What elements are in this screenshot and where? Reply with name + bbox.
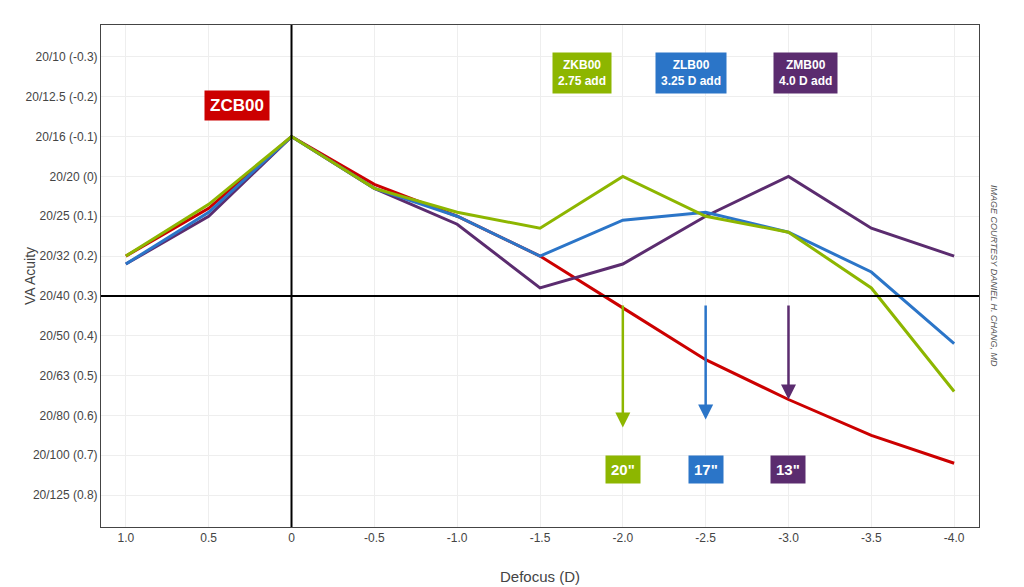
svg-text:20/80 (0.6): 20/80 (0.6) — [40, 409, 98, 423]
svg-text:-3.0: -3.0 — [778, 531, 799, 545]
svg-text:0: 0 — [288, 531, 295, 545]
svg-text:20/40 (0.3): 20/40 (0.3) — [40, 289, 98, 303]
svg-text:20/12.5 (-0.2): 20/12.5 (-0.2) — [26, 90, 98, 104]
svg-text:-0.5: -0.5 — [364, 531, 385, 545]
svg-text:20/50 (0.4): 20/50 (0.4) — [40, 329, 98, 343]
svg-text:17": 17" — [694, 461, 718, 478]
svg-text:-1.5: -1.5 — [530, 531, 551, 545]
svg-text:ZCB00: ZCB00 — [210, 96, 264, 115]
svg-text:-2.0: -2.0 — [612, 531, 633, 545]
svg-text:20/125 (0.8): 20/125 (0.8) — [33, 488, 98, 502]
svg-text:-2.5: -2.5 — [695, 531, 716, 545]
svg-text:20": 20" — [611, 461, 635, 478]
svg-text:20/10 (-0.3): 20/10 (-0.3) — [36, 50, 98, 64]
svg-text:20/100 (0.7): 20/100 (0.7) — [33, 448, 98, 462]
svg-text:20/32 (0.2): 20/32 (0.2) — [40, 249, 98, 263]
svg-text:20/16 (-0.1): 20/16 (-0.1) — [36, 130, 98, 144]
svg-text:Defocus (D): Defocus (D) — [500, 568, 580, 585]
svg-text:-4.0: -4.0 — [944, 531, 965, 545]
svg-text:ZMB004.0 D add: ZMB004.0 D add — [779, 58, 832, 88]
svg-text:ZKB002.75 add: ZKB002.75 add — [558, 58, 606, 88]
svg-text:13": 13" — [776, 461, 800, 478]
svg-text:0.5: 0.5 — [200, 531, 217, 545]
svg-text:ZLB003.25 D add: ZLB003.25 D add — [661, 58, 721, 88]
svg-text:-1.0: -1.0 — [447, 531, 468, 545]
svg-text:20/25 (0.1): 20/25 (0.1) — [40, 209, 98, 223]
svg-text:1.0: 1.0 — [118, 531, 135, 545]
svg-text:IMAGE COURTESY DANIEL H. CHANG: IMAGE COURTESY DANIEL H. CHANG, MD — [989, 185, 999, 367]
svg-text:20/20 (0): 20/20 (0) — [50, 170, 98, 184]
svg-text:-3.5: -3.5 — [861, 531, 882, 545]
svg-text:VA Acuity: VA Acuity — [22, 247, 38, 305]
svg-text:20/63 (0.5): 20/63 (0.5) — [40, 369, 98, 383]
